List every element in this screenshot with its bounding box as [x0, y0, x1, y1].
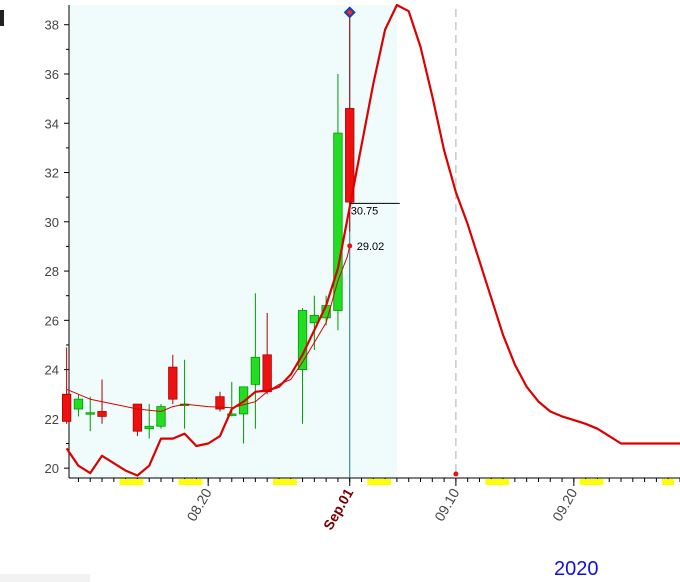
average-point-dot [347, 243, 353, 249]
highlight-marker-2 [178, 479, 191, 485]
highlight-marker-1 [131, 479, 144, 485]
y-tick-label-9: 38 [45, 18, 59, 33]
candle-body-10 [227, 413, 237, 416]
y-tick-label-1: 22 [45, 412, 59, 427]
peak-base-dot [453, 471, 459, 477]
peak-marker-center [346, 9, 353, 16]
highlight-marker-10 [579, 479, 592, 485]
x-tick-label-3: 09.20 [549, 485, 580, 524]
candle-body-7 [168, 366, 178, 400]
x-tick-label-0: 08.20 [183, 485, 214, 524]
y-tick-label-5: 30 [45, 215, 59, 230]
candle-body-0 [61, 393, 72, 422]
highlight-marker-3 [190, 479, 203, 485]
highlight-marker-4 [272, 479, 285, 485]
last-price-label: 30.75 [351, 205, 379, 217]
candle-body-9 [215, 396, 225, 410]
highlight-marker-9 [497, 479, 510, 485]
candle-body-3 [97, 411, 107, 417]
candle-body-1 [73, 398, 84, 410]
year-label: 2020 [554, 558, 599, 580]
forecast-line [65, 3, 680, 477]
average-line [66, 245, 351, 412]
highlight-marker-8 [485, 479, 498, 485]
highlight-marker-6 [367, 479, 380, 485]
highlight-marker-7 [379, 479, 392, 485]
candle-body-2 [85, 412, 95, 415]
corner-tick-mark [0, 10, 4, 26]
bottom-band [0, 574, 90, 582]
y-tick-label-8: 36 [45, 67, 59, 82]
y-tick-label-4: 28 [45, 264, 59, 279]
highlight-marker-0 [119, 479, 132, 485]
candle-body-12 [250, 356, 261, 385]
y-tick-label-6: 32 [45, 166, 59, 181]
candle-body-5 [144, 425, 154, 430]
x-tick-label-1: Sep.01 [320, 485, 357, 532]
average-point-label: 29.02 [357, 241, 385, 253]
x-tick-label-2: 09.10 [431, 485, 462, 524]
highlight-marker-11 [591, 479, 604, 485]
y-tick-label-7: 34 [45, 116, 59, 131]
candle-body-13 [262, 354, 272, 393]
candle-body-4 [132, 403, 143, 432]
candle-body-17 [333, 132, 343, 311]
highlight-marker-12 [662, 479, 675, 485]
y-tick-label-3: 26 [45, 313, 59, 328]
candle-body-14 [297, 310, 308, 371]
highlight-marker-5 [284, 479, 297, 485]
y-tick-label-2: 24 [45, 363, 59, 378]
y-tick-label-0: 20 [45, 461, 59, 476]
candle-body-6 [156, 406, 166, 427]
